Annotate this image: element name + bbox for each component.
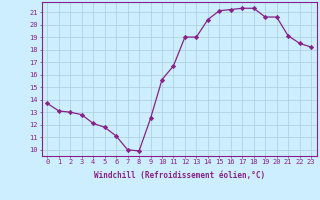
X-axis label: Windchill (Refroidissement éolien,°C): Windchill (Refroidissement éolien,°C): [94, 171, 265, 180]
